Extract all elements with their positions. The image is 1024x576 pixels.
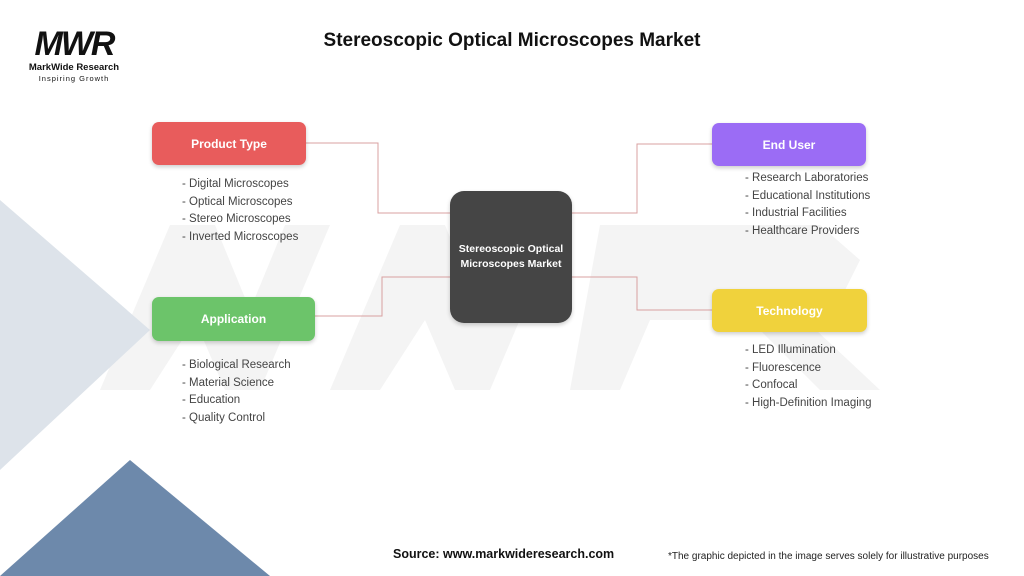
list-item: - Optical Microscopes	[182, 195, 293, 208]
list-item: - Research Laboratories	[745, 172, 869, 184]
list-item: - Industrial Facilities	[745, 207, 847, 220]
left-shape	[0, 200, 150, 470]
disclaimer-note: *The graphic depicted in the image serve…	[668, 551, 989, 562]
list-item: - Education	[182, 394, 241, 407]
list-item: - Healthcare Providers	[745, 224, 860, 237]
list-item: - Inverted Microscopes	[182, 230, 299, 243]
bottom-left-shape	[0, 460, 270, 576]
list-item: - Fluorescence	[745, 361, 822, 374]
technology-list: - LED Illumination - Fluorescence - Conf…	[745, 342, 872, 412]
list-item: - LED Illumination	[745, 344, 836, 356]
source-text: Source: www.markwideresearch.com	[393, 547, 615, 561]
end-user-node: End User	[712, 123, 866, 166]
logo-tagline: Inspiring Growth	[38, 74, 110, 83]
application-list: - Biological Research - Material Science…	[182, 357, 291, 427]
list-item: - Quality Control	[182, 411, 266, 424]
center-node: Stereoscopic Optical Microscopes Market	[450, 191, 572, 323]
logo-mark: MWR	[34, 25, 116, 63]
logo: MWR MarkWide Research Inspiring Growth	[22, 26, 126, 84]
product-type-node: Product Type	[152, 122, 306, 165]
product-type-list: - Digital Microscopes - Optical Microsco…	[182, 176, 298, 246]
application-node: Application	[152, 297, 315, 341]
list-item: - High-Definition Imaging	[745, 396, 872, 409]
list-item: - Digital Microscopes	[182, 178, 289, 190]
list-item: - Biological Research	[182, 359, 291, 371]
list-item: - Educational Institutions	[745, 189, 871, 202]
end-user-list: - Research Laboratories - Educational In…	[745, 170, 870, 240]
connectors	[306, 142, 712, 317]
technology-node: Technology	[712, 289, 867, 332]
page-title: Stereoscopic Optical Microscopes Market	[323, 30, 701, 51]
list-item: - Confocal	[745, 379, 798, 392]
list-item: - Stereo Microscopes	[182, 213, 291, 226]
list-item: - Material Science	[182, 376, 275, 389]
logo-name: MarkWide Research	[28, 62, 120, 73]
